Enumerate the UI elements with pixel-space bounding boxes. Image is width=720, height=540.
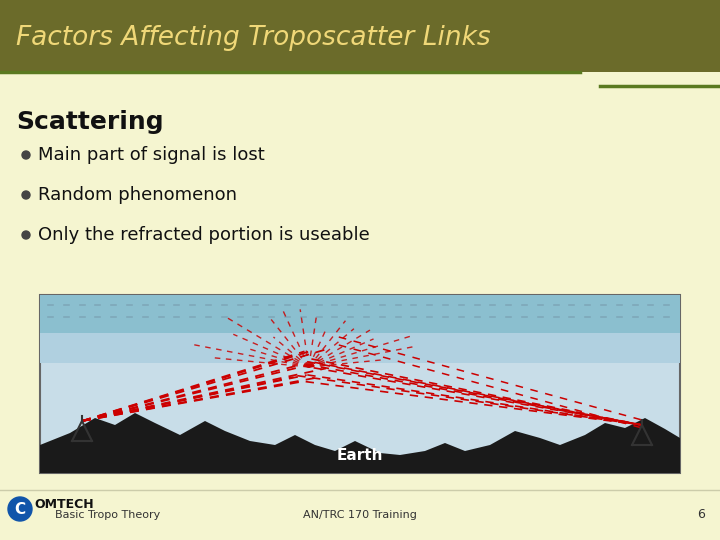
FancyBboxPatch shape [40, 295, 680, 473]
Text: Main part of signal is lost: Main part of signal is lost [38, 146, 265, 164]
Polygon shape [580, 72, 720, 86]
Circle shape [22, 151, 30, 159]
Text: Factors Affecting Troposcatter Links: Factors Affecting Troposcatter Links [16, 25, 490, 51]
Text: Basic Tropo Theory: Basic Tropo Theory [55, 510, 161, 520]
Text: Earth: Earth [337, 448, 383, 463]
Text: C: C [14, 502, 26, 516]
FancyBboxPatch shape [40, 295, 680, 333]
Polygon shape [40, 413, 680, 473]
Text: OMTECH: OMTECH [34, 498, 94, 511]
Circle shape [8, 497, 32, 521]
Circle shape [22, 191, 30, 199]
Text: Scattering: Scattering [16, 110, 163, 134]
Text: Only the refracted portion is useable: Only the refracted portion is useable [38, 226, 370, 244]
FancyBboxPatch shape [0, 0, 720, 72]
Circle shape [22, 231, 30, 239]
FancyBboxPatch shape [40, 333, 680, 363]
Text: Random phenomenon: Random phenomenon [38, 186, 237, 204]
Text: 6: 6 [697, 509, 705, 522]
Text: AN/TRC 170 Training: AN/TRC 170 Training [303, 510, 417, 520]
